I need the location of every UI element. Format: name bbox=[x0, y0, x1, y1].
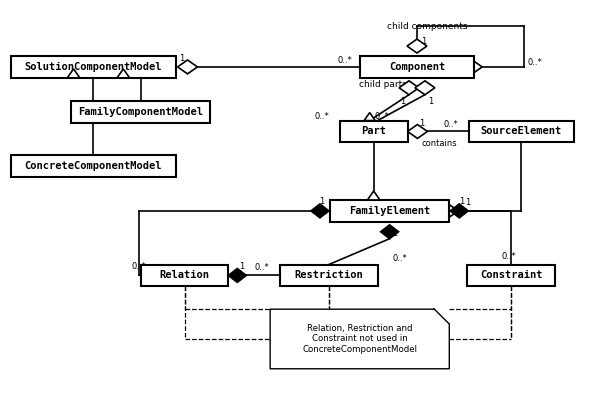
FancyBboxPatch shape bbox=[141, 264, 228, 286]
Text: FamilyComponentModel: FamilyComponentModel bbox=[78, 107, 203, 117]
Polygon shape bbox=[67, 69, 80, 78]
Polygon shape bbox=[415, 81, 435, 95]
Text: SourceElement: SourceElement bbox=[481, 127, 562, 136]
Polygon shape bbox=[228, 268, 246, 283]
FancyBboxPatch shape bbox=[467, 264, 555, 286]
Text: child parts: child parts bbox=[359, 80, 407, 89]
Text: 0..*: 0..* bbox=[392, 254, 407, 263]
Text: Relation, Restriction and
Constraint not used in
ConcreteComponentModel: Relation, Restriction and Constraint not… bbox=[302, 324, 417, 354]
Text: 1: 1 bbox=[459, 197, 464, 206]
Polygon shape bbox=[311, 204, 329, 218]
Polygon shape bbox=[270, 309, 450, 369]
Text: child components: child components bbox=[386, 22, 467, 31]
Polygon shape bbox=[450, 204, 468, 218]
Text: 1: 1 bbox=[419, 119, 425, 128]
Polygon shape bbox=[407, 125, 427, 138]
Text: 0..*: 0..* bbox=[502, 252, 516, 261]
Text: 1: 1 bbox=[465, 198, 470, 208]
Text: ConcreteComponentModel: ConcreteComponentModel bbox=[25, 161, 162, 171]
Text: 0..*: 0..* bbox=[314, 112, 329, 121]
Text: 1: 1 bbox=[392, 229, 398, 238]
FancyBboxPatch shape bbox=[469, 121, 574, 142]
Text: 1: 1 bbox=[179, 55, 184, 64]
Text: 1: 1 bbox=[421, 37, 426, 46]
Polygon shape bbox=[399, 81, 419, 95]
Text: 0..*: 0..* bbox=[528, 59, 543, 68]
Polygon shape bbox=[117, 69, 130, 78]
Polygon shape bbox=[380, 225, 398, 239]
FancyBboxPatch shape bbox=[360, 56, 474, 78]
Polygon shape bbox=[364, 113, 375, 121]
Polygon shape bbox=[407, 39, 427, 53]
FancyBboxPatch shape bbox=[71, 101, 210, 123]
Text: 0..*: 0..* bbox=[255, 263, 270, 272]
Text: Constraint: Constraint bbox=[480, 270, 542, 281]
Text: FamilyElement: FamilyElement bbox=[349, 206, 430, 216]
Polygon shape bbox=[474, 61, 482, 72]
Text: Component: Component bbox=[389, 62, 445, 72]
Text: contains: contains bbox=[421, 139, 457, 148]
Text: 0..*: 0..* bbox=[374, 112, 389, 121]
Text: Part: Part bbox=[361, 127, 386, 136]
Text: Restriction: Restriction bbox=[294, 270, 363, 281]
FancyBboxPatch shape bbox=[11, 155, 175, 177]
FancyBboxPatch shape bbox=[11, 56, 175, 78]
Text: 0..*: 0..* bbox=[132, 262, 146, 271]
Text: 1: 1 bbox=[319, 197, 325, 206]
Text: 0..*: 0..* bbox=[337, 57, 352, 66]
Text: 1: 1 bbox=[239, 262, 245, 271]
Text: 1: 1 bbox=[400, 97, 406, 106]
Text: SolutionComponentModel: SolutionComponentModel bbox=[25, 62, 162, 72]
Text: 1: 1 bbox=[428, 97, 433, 106]
FancyBboxPatch shape bbox=[280, 264, 377, 286]
Polygon shape bbox=[450, 205, 459, 217]
Text: Relation: Relation bbox=[159, 270, 210, 281]
Polygon shape bbox=[177, 60, 198, 74]
Text: 0..*: 0..* bbox=[444, 120, 459, 129]
FancyBboxPatch shape bbox=[340, 121, 407, 142]
Polygon shape bbox=[367, 191, 380, 200]
FancyBboxPatch shape bbox=[330, 200, 450, 222]
